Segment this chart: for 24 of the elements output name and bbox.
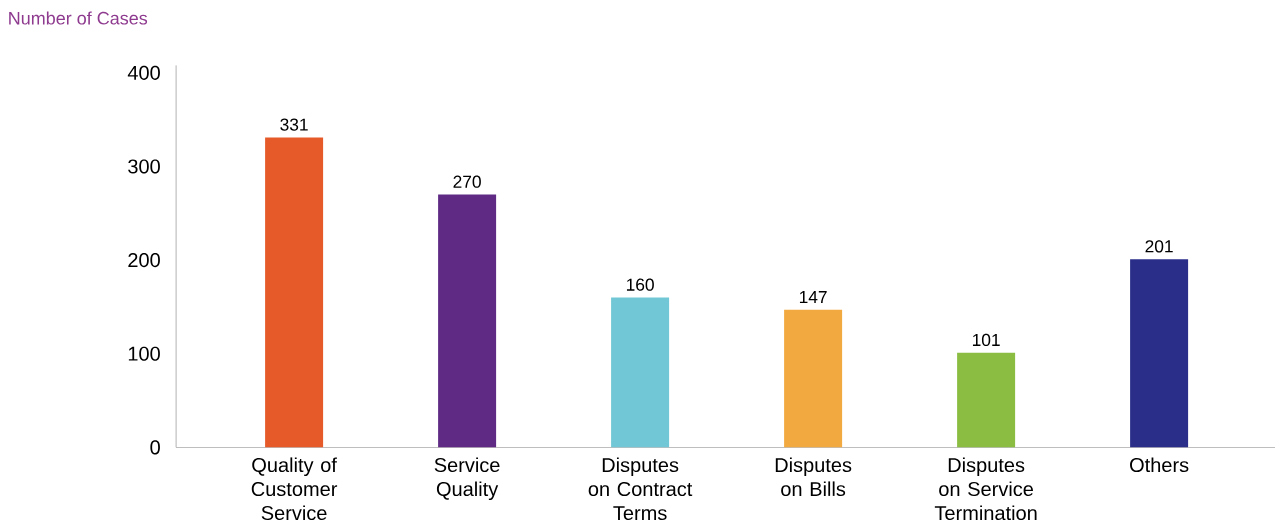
- bar: [957, 352, 1016, 448]
- bar: [265, 137, 324, 448]
- x-tick-label: Disputes on Bills: [775, 457, 852, 497]
- bar: [611, 297, 670, 448]
- x-tick-label: Disputes on Service Termination: [934, 457, 1037, 521]
- x-tick-label: Service Quality: [434, 457, 500, 501]
- data-label: 201: [1145, 240, 1173, 253]
- bar: [784, 309, 843, 448]
- data-label: 147: [799, 291, 827, 304]
- bar: [438, 194, 497, 448]
- y-tick-label: 200: [128, 253, 160, 268]
- x-tick-label: Others: [1130, 457, 1189, 473]
- y-axis-title: Number of Cases: [9, 11, 148, 25]
- y-tick-label: 300: [128, 159, 160, 174]
- data-label: 160: [626, 278, 654, 291]
- x-tick-label: Quality of Customer Service: [251, 457, 338, 521]
- y-tick-label: 400: [127, 65, 160, 80]
- bar: [1130, 259, 1189, 448]
- data-label: 331: [280, 118, 308, 131]
- x-tick-label: Disputes on Contract Terms: [588, 457, 693, 521]
- y-tick-label: 0: [150, 440, 160, 455]
- data-label: 270: [453, 175, 481, 188]
- data-label: 101: [972, 333, 1000, 347]
- y-tick-label: 100: [128, 346, 160, 361]
